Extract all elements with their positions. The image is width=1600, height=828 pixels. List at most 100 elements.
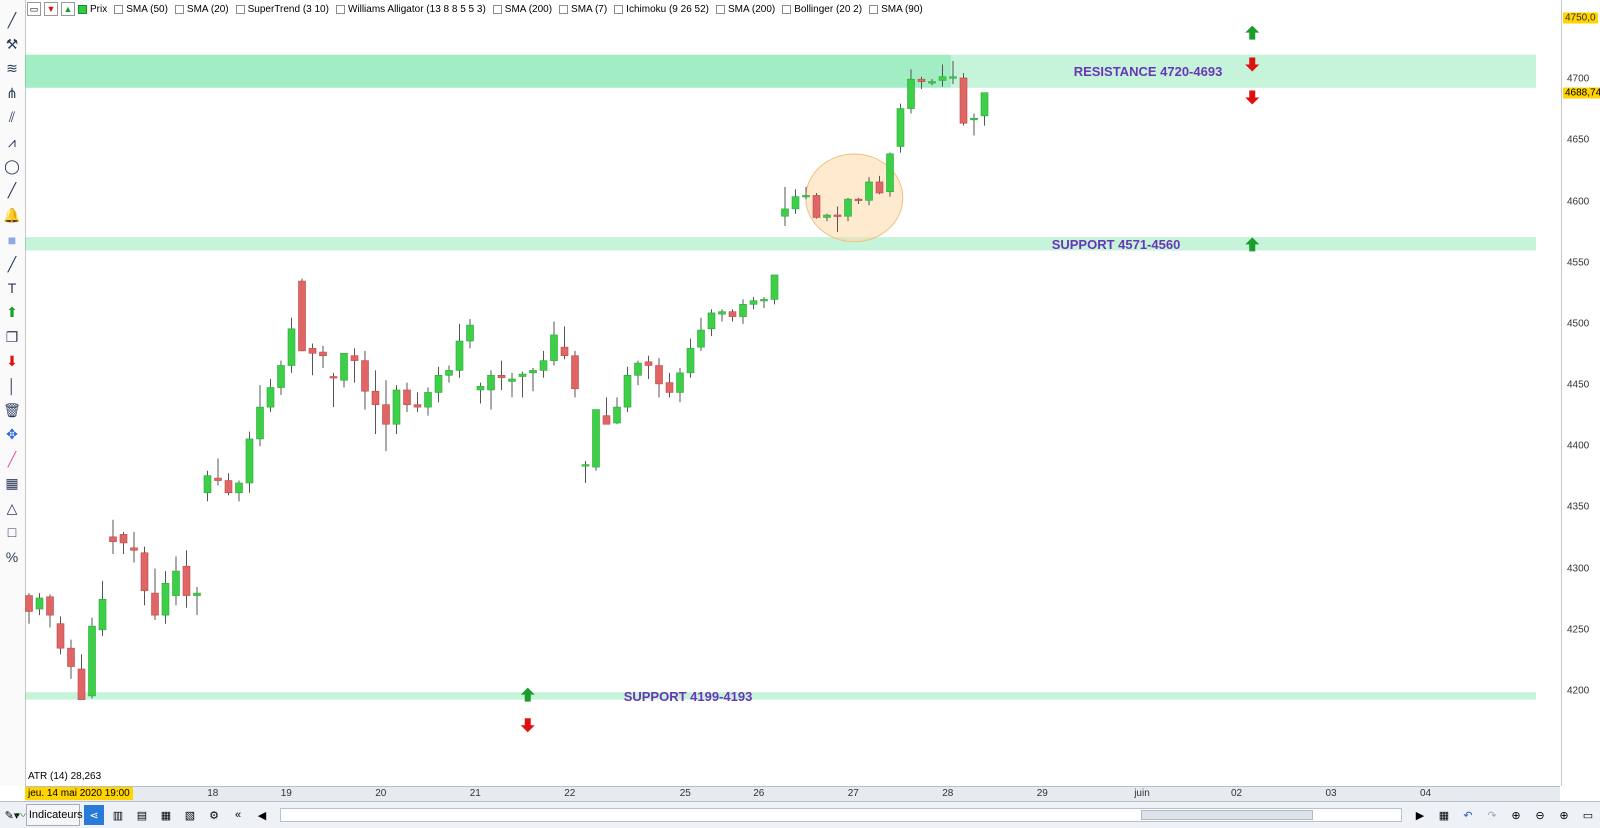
text-icon[interactable]: T	[7, 280, 17, 297]
indicator-toggle[interactable]: SMA (7)	[559, 4, 607, 15]
window-icon[interactable]: ▭	[27, 2, 41, 16]
indicator-checkbox[interactable]	[174, 4, 184, 14]
line-icon[interactable]: ╱	[7, 255, 17, 272]
scroll-left-icon[interactable]: ◀	[257, 809, 267, 822]
indicator-toggle[interactable]: SuperTrend (3 10)	[235, 4, 329, 15]
candle-body	[98, 598, 107, 631]
alert-bell-icon[interactable]: 🔔	[3, 206, 21, 223]
indicator-checkbox[interactable]	[782, 4, 792, 14]
current-price-tag: 4688,74	[1563, 87, 1600, 99]
price-tick-label: 4500	[1567, 318, 1590, 330]
candle-body	[466, 324, 474, 342]
candle-body	[518, 373, 527, 377]
indicator-toggle[interactable]: SMA (200)	[492, 4, 552, 15]
time-scrollbar[interactable]	[280, 808, 1402, 822]
indicator-toggle[interactable]: SMA (20)	[174, 4, 229, 15]
draw-menu-icon[interactable]: ✎▾	[4, 809, 20, 822]
candle-body	[140, 552, 149, 591]
zone-label: SUPPORT 4571-4560	[1052, 237, 1181, 252]
zoom-fit-icon[interactable]: ⊕	[1511, 809, 1521, 822]
pencil-icon[interactable]: ╱	[7, 11, 17, 28]
buy-arrow-icon[interactable]: ⬆	[6, 304, 18, 321]
zoom-out-icon[interactable]: ⊖	[1535, 809, 1545, 822]
candle-body	[907, 78, 915, 109]
indicator-checkbox[interactable]	[559, 4, 569, 14]
zone-band	[25, 692, 1536, 700]
indicator-toggle[interactable]: SMA (200)	[716, 4, 775, 15]
indicator-toggle[interactable]: Williams Alligator (13 8 8 5 5 3)	[335, 4, 486, 15]
share-icon[interactable]: ⋖	[84, 805, 104, 825]
indicator-label: SMA (50)	[126, 3, 168, 15]
indicator-checkbox[interactable]	[235, 4, 245, 14]
indicator-toggle[interactable]: SMA (50)	[114, 4, 168, 15]
calendar-icon[interactable]: ▦	[1438, 809, 1450, 822]
collapse-icon[interactable]: «	[234, 809, 242, 821]
chat-icon[interactable]: ▤	[136, 809, 148, 822]
indicators-button[interactable]: 〰 Indicateurs ▾	[15, 804, 91, 826]
buy-small-icon[interactable]: ▲	[61, 2, 75, 16]
fibonacci-icon[interactable]: ≋	[6, 60, 18, 77]
ruler-icon[interactable]: ▭	[1582, 809, 1594, 822]
indicator-toggle[interactable]: SMA (90)	[869, 4, 923, 15]
rectangle-icon[interactable]: ■	[7, 231, 17, 248]
zoom-in-icon[interactable]: ⊕	[1559, 809, 1569, 822]
date-tick-label: 04	[1419, 788, 1432, 799]
indicator-toggle[interactable]: Prix	[78, 4, 107, 15]
indicator-checkbox[interactable]	[869, 4, 879, 14]
sell-small-icon[interactable]: ▼	[44, 2, 58, 16]
buy-signal-arrow	[1245, 237, 1260, 252]
candle-body	[833, 214, 842, 217]
move-icon[interactable]: ✥	[6, 426, 18, 443]
indicator-checkbox[interactable]	[335, 4, 345, 14]
indicators-button-label: Indicateurs	[28, 809, 83, 821]
undo-icon[interactable]: ↶	[1463, 809, 1473, 822]
chart-icon[interactable]: ▦	[160, 809, 172, 822]
multi-line-icon[interactable]: ⩘	[8, 133, 16, 150]
candle-body	[371, 390, 380, 405]
redo-icon[interactable]: ↷	[1487, 809, 1497, 822]
candle-body	[613, 406, 621, 424]
candle-body	[581, 464, 590, 467]
scroll-right-icon[interactable]: ▶	[1415, 809, 1425, 822]
tools-icon[interactable]: ⚒	[5, 35, 19, 52]
price-chart[interactable]: RESISTANCE 4720-4693 SUPPORT 4571-4560 SUP…	[0, 0, 1561, 786]
indicator-toggle[interactable]: Bollinger (20 2)	[782, 4, 862, 15]
candle-body	[896, 108, 905, 147]
settings-icon[interactable]: ⚙	[209, 809, 219, 822]
date-tick-label: 20	[375, 788, 387, 799]
screenshot-icon[interactable]: ▧	[184, 809, 196, 822]
candle-body	[634, 362, 642, 376]
scroll-thumb[interactable]	[1141, 810, 1313, 820]
candle-body	[791, 196, 800, 210]
copy-icon[interactable]: ❐	[5, 328, 19, 345]
indicator-toggle[interactable]: Ichimoku (9 26 52)	[614, 4, 709, 15]
date-axis	[25, 786, 1560, 801]
sell-arrow-icon[interactable]: ⬇	[6, 353, 18, 370]
trendline-icon[interactable]: ╱	[7, 182, 17, 199]
candle-body	[917, 78, 926, 82]
date-tick-label: 22	[564, 788, 576, 799]
indicator-checkbox[interactable]	[716, 4, 725, 14]
book-icon[interactable]: ▥	[112, 809, 124, 822]
highlighter-icon[interactable]: ╱	[7, 450, 17, 467]
zone-band	[25, 54, 1536, 88]
channel-icon[interactable]: ⫽	[8, 109, 16, 126]
vertical-line-icon[interactable]: │	[7, 378, 17, 394]
blank-icon[interactable]: □	[7, 524, 17, 541]
indicator-checkbox[interactable]	[614, 4, 624, 14]
candle-body	[172, 570, 180, 596]
trash-icon[interactable]: 🗑	[3, 401, 21, 418]
indicator-checkbox[interactable]	[78, 4, 87, 14]
candle-body	[130, 547, 138, 551]
indicator-checkbox[interactable]	[492, 4, 502, 14]
indicator-checkbox[interactable]	[114, 4, 124, 14]
percent-icon[interactable]: %	[5, 548, 19, 565]
indicator-label: Prix	[90, 3, 108, 15]
candle-body	[812, 195, 821, 218]
pitchfork-icon[interactable]: ⋔	[6, 84, 18, 101]
measure-icon[interactable]: △	[6, 499, 18, 516]
candle-body	[560, 346, 569, 357]
grid-icon[interactable]: ▦	[5, 475, 19, 492]
candle-body	[980, 92, 989, 117]
ellipse-icon[interactable]: ◯	[4, 157, 20, 174]
